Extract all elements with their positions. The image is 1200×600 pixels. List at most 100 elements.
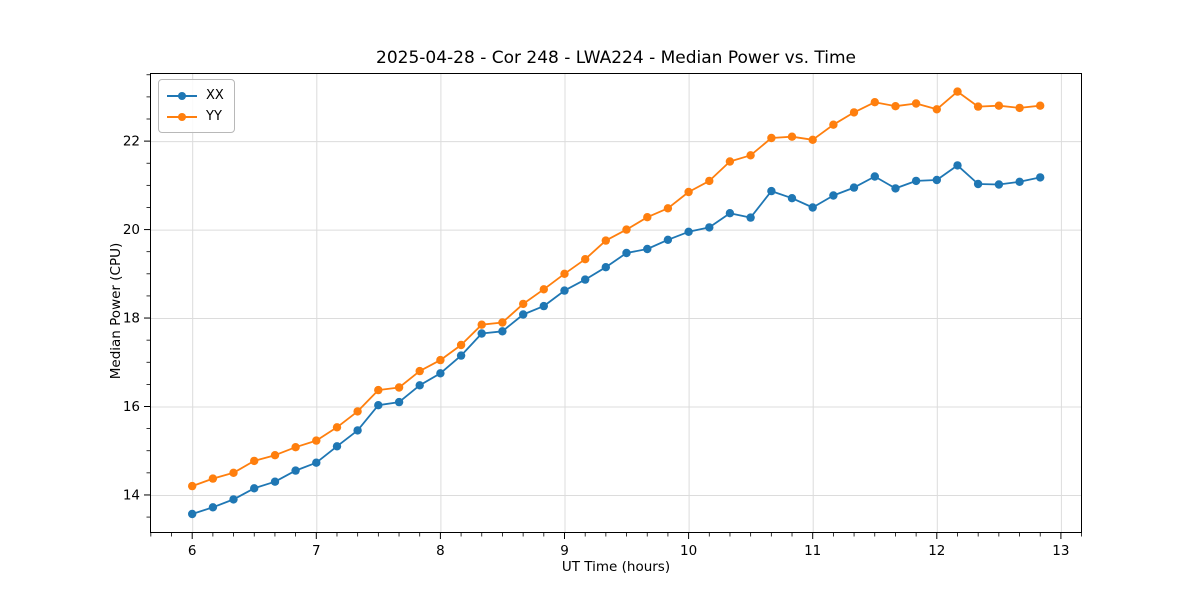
- x-tick-label: 7: [312, 543, 321, 559]
- series-xx-point: [622, 248, 631, 258]
- legend-marker-yy-icon: [167, 112, 197, 122]
- series-xx-point: [250, 484, 259, 493]
- y-tick-label: 22: [123, 134, 140, 150]
- series-xx-point: [1036, 173, 1045, 182]
- series-xx-point: [291, 466, 300, 475]
- series-yy-point: [270, 451, 280, 460]
- series-yy-point: [332, 423, 342, 432]
- y-tick-label: 20: [123, 222, 140, 238]
- series-yy-point: [643, 213, 652, 222]
- series-xx-point: [746, 213, 755, 222]
- series-xx-point: [787, 194, 797, 203]
- series-xx-point: [581, 275, 590, 284]
- series-xx-point: [829, 191, 838, 200]
- x-tick-label: 9: [560, 543, 569, 559]
- series-xx-point: [994, 180, 1004, 189]
- legend-item-xx: XX: [167, 85, 224, 106]
- series-xx-point: [312, 458, 321, 467]
- y-axis-label: Median Power (CPU): [108, 242, 124, 380]
- series-yy-point: [1015, 103, 1024, 113]
- legend-item-yy: YY: [167, 106, 224, 127]
- series-xx-point: [973, 179, 983, 189]
- series-yy-point: [436, 355, 445, 365]
- series-xx-point: [643, 244, 652, 254]
- series-xx-point: [394, 397, 404, 407]
- series-yy-point: [953, 87, 962, 96]
- series-xx-point: [353, 426, 362, 435]
- series-yy-point: [601, 236, 610, 245]
- x-tick-label: 11: [804, 543, 821, 559]
- series-xx-point: [725, 209, 735, 218]
- series-yy-point: [705, 176, 714, 186]
- series-yy-point: [229, 468, 238, 477]
- series-xx-point: [208, 503, 218, 512]
- series-xx-point: [1015, 177, 1024, 186]
- series-xx-point: [953, 161, 962, 170]
- x-tick-label: 8: [436, 543, 445, 559]
- series-yy-point: [829, 120, 838, 129]
- series-yy-point: [498, 318, 507, 327]
- series-xx-point: [663, 235, 673, 244]
- series-xx-point: [519, 310, 528, 319]
- series-xx-point: [911, 176, 921, 186]
- legend-label-yy: YY: [206, 109, 222, 124]
- legend-marker-xx-icon: [167, 91, 197, 101]
- series-yy-point: [994, 101, 1004, 110]
- series-xx-point: [870, 172, 879, 181]
- series-yy-point: [767, 133, 776, 143]
- series-xx-point: [808, 203, 817, 212]
- series-xx-point: [767, 186, 776, 196]
- series-yy-point: [891, 102, 900, 111]
- series-yy-point: [519, 299, 528, 309]
- series-yy-point: [188, 481, 197, 491]
- series-yy-point: [746, 151, 755, 160]
- series-xx-point: [539, 301, 548, 311]
- series-yy-point: [250, 456, 259, 466]
- series-yy-point: [849, 108, 859, 117]
- series-yy-point: [312, 436, 321, 445]
- y-tick-label: 16: [123, 399, 140, 415]
- series-xx-point: [332, 442, 342, 451]
- series-xx-point: [188, 509, 197, 519]
- x-tick-label: 13: [1052, 543, 1069, 559]
- series-yy-point: [560, 269, 569, 278]
- y-tick-label: 14: [123, 487, 140, 503]
- series-yy-point: [622, 225, 631, 234]
- series-xx-point: [456, 351, 466, 360]
- series-xx-point: [601, 263, 610, 272]
- series-xx-point: [705, 223, 714, 232]
- series-yy-point: [353, 407, 362, 416]
- series-yy-point: [394, 383, 404, 392]
- series-xx-point: [415, 381, 424, 390]
- series-yy-point: [808, 135, 817, 144]
- series-xx-point: [684, 227, 693, 236]
- series-yy-point: [581, 255, 590, 264]
- chart-title: 2025-04-28 - Cor 248 - LWA224 - Median P…: [376, 48, 856, 68]
- series-yy-point: [663, 204, 673, 213]
- series-xx-point: [270, 477, 280, 486]
- y-tick-label: 18: [123, 311, 140, 327]
- series-xx-point: [891, 184, 900, 193]
- legend: XX YY: [158, 79, 235, 133]
- series-yy-point: [787, 132, 797, 141]
- series-yy-point: [973, 102, 983, 111]
- series-yy-point: [374, 385, 383, 395]
- series-yy-point: [291, 443, 300, 452]
- series-xx-point: [560, 286, 569, 295]
- series-yy-point: [477, 320, 486, 329]
- series-xx-point: [436, 369, 445, 378]
- x-axis-label: UT Time (hours): [561, 559, 671, 575]
- series-yy-point: [932, 105, 941, 114]
- x-tick-label: 12: [928, 543, 945, 559]
- series-yy-point: [725, 157, 735, 166]
- series-xx-point: [932, 175, 941, 185]
- series-xx-point: [229, 495, 238, 504]
- plot-border: [150, 73, 1082, 533]
- series-yy-point: [456, 340, 466, 350]
- x-tick-label: 6: [188, 543, 197, 559]
- series-yy-point: [684, 187, 693, 197]
- series-xx-point: [477, 329, 486, 338]
- series-yy-point: [1036, 101, 1045, 110]
- series-xx-point: [498, 327, 507, 336]
